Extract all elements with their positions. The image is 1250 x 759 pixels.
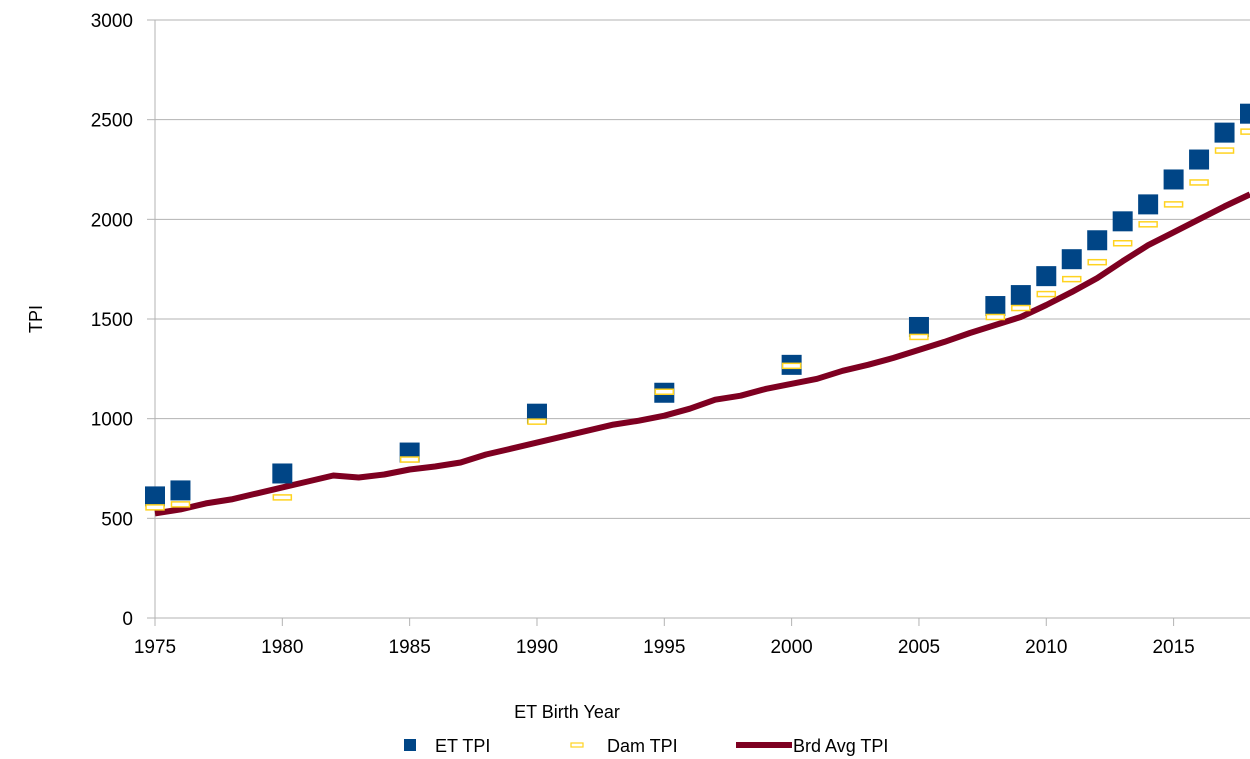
legend-item: ET TPI	[404, 736, 490, 756]
y-tick-label: 1500	[91, 310, 133, 331]
et-tpi-point	[1214, 122, 1235, 143]
y-tick-label: 3000	[91, 11, 133, 32]
et-tpi-point	[1087, 230, 1108, 251]
et-tpi-point	[1163, 169, 1184, 190]
legend: ET TPI Dam TPI Brd Avg TPI	[404, 736, 888, 756]
et-tpi-point	[272, 463, 293, 484]
legend-swatch-dam-tpi	[570, 742, 584, 748]
dam-tpi-point	[654, 388, 675, 396]
x-tick-label: 1995	[643, 637, 685, 658]
dam-tpi-point	[985, 313, 1006, 321]
brd-avg-tpi-line	[154, 191, 1250, 517]
legend-swatch-et-tpi	[404, 739, 416, 751]
x-tick-label: 2005	[898, 637, 940, 658]
grid-lines	[155, 19, 1250, 519]
legend-label: ET TPI	[435, 736, 490, 756]
y-tick-label: 0	[122, 609, 133, 630]
dam-tpi-point	[145, 504, 165, 511]
et-tpi-point	[145, 486, 165, 507]
et-tpi-point	[1061, 249, 1082, 270]
dam-tpi-point	[1011, 304, 1031, 312]
x-tick-label: 1990	[516, 637, 558, 658]
dam-tpi-point	[1163, 201, 1184, 208]
y-axis-title: TPI	[26, 305, 46, 333]
x-tick-label: 2010	[1025, 637, 1067, 658]
et-tpi-point	[985, 296, 1006, 317]
et-tpi-point	[1138, 194, 1159, 215]
legend-item: Brd Avg TPI	[736, 736, 888, 756]
dam-tpi-point	[781, 362, 802, 370]
et-tpi-point	[1189, 149, 1210, 170]
et-tpi-point	[908, 316, 929, 337]
x-axis-title: ET Birth Year	[514, 702, 620, 722]
et-tpi-point	[1112, 211, 1133, 232]
legend-item: Dam TPI	[570, 736, 678, 756]
x-tick-label: 2015	[1152, 637, 1194, 658]
y-tick-label: 2000	[91, 210, 133, 231]
plot-area	[145, 103, 1250, 517]
et-tpi-point	[170, 480, 191, 501]
dam-tpi-point	[170, 501, 191, 508]
dam-tpi-point	[399, 456, 420, 463]
dam-tpi-point	[1061, 275, 1082, 283]
dam-tpi-point	[909, 333, 929, 341]
x-tick-label: 2000	[770, 637, 812, 658]
et-tpi-point	[1036, 266, 1057, 287]
series-brd-avg-tpi	[154, 191, 1250, 517]
y-tick-label: 2500	[91, 111, 133, 132]
dam-tpi-point	[1036, 290, 1057, 298]
et-tpi-point	[1240, 103, 1250, 124]
legend-label: Dam TPI	[607, 736, 678, 756]
legend-label: Brd Avg TPI	[793, 736, 888, 756]
dam-tpi-point	[1138, 221, 1158, 228]
dam-tpi-point	[1214, 147, 1235, 154]
et-tpi-point	[1010, 285, 1031, 306]
series-et-tpi	[145, 103, 1250, 507]
dam-tpi-point	[1087, 258, 1107, 266]
x-tick-labels: 1975 1980 1985 1990 1995 2000 2005 2010 2015	[134, 637, 1195, 658]
dam-tpi-point	[1189, 179, 1209, 186]
y-tick-label: 1000	[91, 410, 133, 431]
dam-tpi-point	[1112, 240, 1133, 247]
x-tick-label: 1980	[261, 637, 303, 658]
series-dam-tpi	[145, 128, 1250, 511]
dam-tpi-point	[527, 418, 547, 425]
y-tick-labels: 0 500 1000 1500 2000 2500 3000	[91, 11, 133, 630]
dam-tpi-point	[1240, 128, 1250, 135]
y-tick-label: 500	[101, 509, 133, 530]
dam-tpi-point	[272, 494, 293, 501]
x-tick-label: 1985	[389, 637, 431, 658]
x-tick-label: 1975	[134, 637, 176, 658]
axes	[147, 19, 1250, 626]
